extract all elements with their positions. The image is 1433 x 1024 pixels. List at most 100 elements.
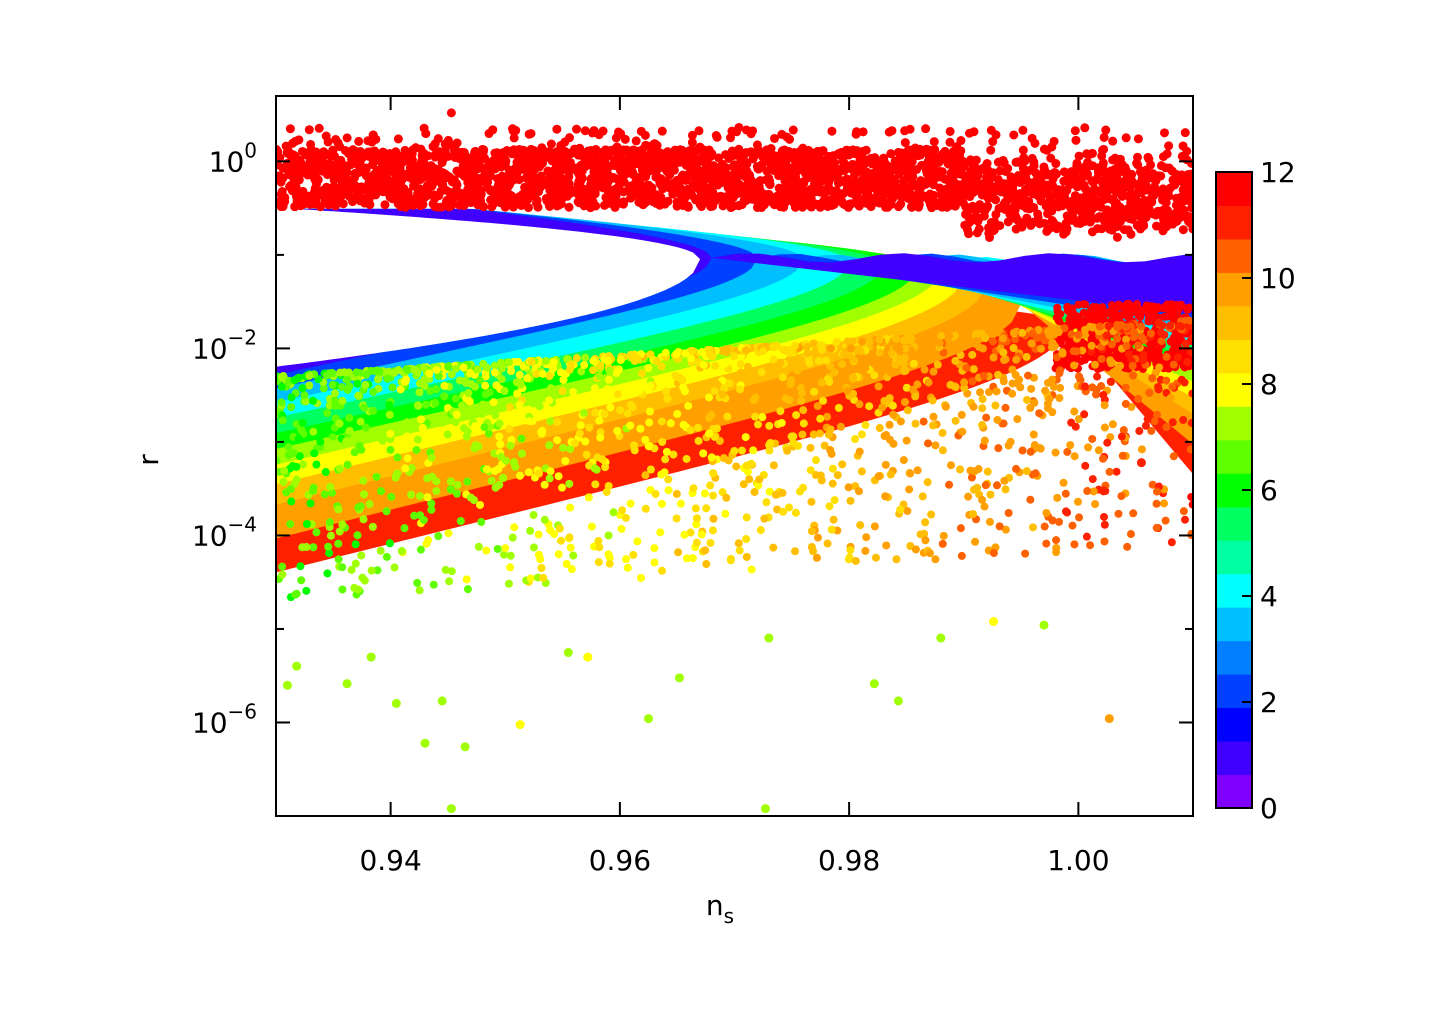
data-point [623,409,632,418]
data-point [807,527,816,536]
data-point [322,371,331,380]
data-point [633,537,642,546]
data-point [1094,446,1103,455]
data-point [929,421,938,430]
data-point [1080,382,1089,391]
data-point [437,149,447,159]
data-point [423,493,432,502]
data-point [861,421,870,430]
data-point [686,426,695,435]
data-point [294,373,303,382]
data-point [340,368,349,377]
data-point [475,163,485,173]
data-point [662,387,671,396]
data-point [415,167,425,177]
data-point [323,409,332,418]
data-point [672,350,681,359]
data-point [979,371,988,380]
data-point [1090,308,1099,317]
data-point [1107,359,1116,368]
data-point [604,531,613,540]
data-point [697,530,706,539]
data-point [728,193,738,203]
data-point [875,348,884,357]
data-point [886,149,896,159]
data-point [377,172,387,182]
data-point [545,474,554,483]
data-point [742,552,751,561]
data-point [666,419,675,428]
data-point [457,190,467,200]
data-point [396,385,405,394]
data-point [785,396,794,405]
data-point [490,466,499,475]
data-point [835,189,845,199]
x-tick-label: 0.98 [818,844,880,877]
data-point [886,470,895,479]
data-point [1099,390,1108,399]
data-point [986,490,995,499]
data-point [347,565,356,574]
data-point [1070,126,1080,136]
data-point [937,331,946,340]
data-point [922,178,932,188]
data-point [1070,407,1079,416]
data-point [448,199,458,209]
data-point [558,186,568,196]
data-point [1099,486,1109,496]
data-point [1070,540,1079,549]
data-point [1108,420,1117,429]
data-point [580,361,589,370]
data-point [827,194,837,204]
data-point [1126,530,1135,539]
data-point [1115,216,1125,226]
data-point [1083,487,1092,496]
data-point [752,140,762,150]
data-point [549,358,558,367]
data-point [1117,432,1126,441]
data-point [960,378,969,387]
data-point [914,179,924,189]
data-point [482,465,491,474]
data-point [343,189,353,199]
data-point [758,413,767,422]
data-point [989,353,998,362]
data-point [307,150,317,160]
data-point [754,177,764,187]
data-point [986,145,996,155]
data-point [794,177,804,187]
data-point [704,183,714,193]
data-point [938,539,947,548]
data-point [478,409,487,418]
data-point [1137,445,1146,454]
data-point [956,524,965,533]
data-point [540,515,549,524]
data-point [1065,197,1075,207]
data-point [925,549,934,558]
data-point [1051,169,1061,179]
data-point [292,661,302,671]
data-point [524,468,533,477]
data-point [823,539,832,548]
data-point [555,524,564,533]
data-point [929,155,939,165]
data-point [517,449,526,458]
data-point [1082,149,1092,159]
data-point [456,517,465,526]
data-point [825,377,834,386]
data-point [652,357,661,366]
data-point [565,533,574,542]
data-point [971,537,980,546]
data-point [1052,548,1061,557]
data-point [816,471,825,480]
data-point [331,402,340,411]
data-point [520,165,530,175]
data-point [721,509,730,518]
data-point [906,191,916,201]
data-point [938,446,947,455]
data-point [459,363,468,372]
data-point [827,126,837,136]
data-point [660,468,669,477]
data-point [1158,195,1168,205]
data-point [1123,542,1132,551]
